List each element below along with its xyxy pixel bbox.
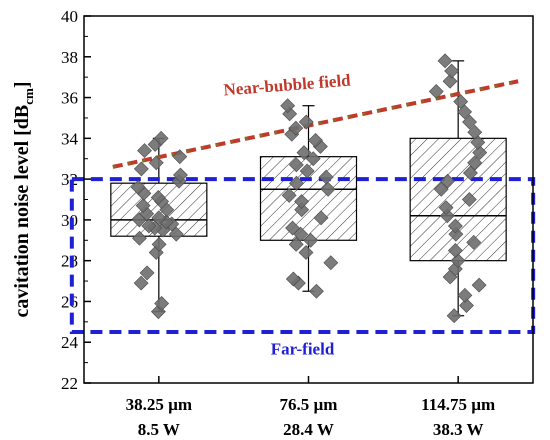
- data-point: [453, 94, 469, 110]
- data-point: [318, 169, 334, 185]
- data-point: [153, 130, 169, 146]
- y-tick-label: 30: [61, 211, 78, 230]
- data-point: [298, 245, 314, 260]
- data-point: [459, 298, 474, 313]
- data-point: [141, 218, 157, 234]
- box-iqr: [409, 137, 507, 262]
- data-point: [296, 145, 312, 161]
- y-tick-label: 34: [61, 129, 79, 148]
- data-point: [294, 194, 310, 209]
- data-point: [281, 187, 297, 203]
- data-point: [323, 255, 339, 271]
- data-point: [440, 173, 456, 189]
- y-tick-label: 40: [61, 7, 78, 26]
- y-tick-label: 24: [61, 333, 79, 352]
- data-point: [139, 265, 155, 281]
- data-point: [294, 202, 310, 218]
- data-point: [308, 132, 323, 148]
- data-point: [446, 308, 462, 324]
- data-point: [466, 234, 482, 250]
- category-label-line1: 38.25 µm: [126, 395, 192, 414]
- data-point: [447, 218, 463, 234]
- data-point: [461, 192, 477, 207]
- category-label-line1: 114.75 µm: [421, 395, 495, 414]
- data-point: [472, 145, 488, 161]
- near-bubble-field-label: Near-bubble field: [223, 71, 352, 100]
- y-tick-label: 28: [61, 252, 78, 271]
- data-point: [135, 198, 151, 214]
- far-field-label: Far-field: [271, 339, 335, 358]
- y-tick-label: 38: [61, 48, 78, 67]
- data-point: [285, 220, 300, 236]
- data-point: [313, 210, 329, 226]
- data-point: [299, 163, 315, 179]
- data-point: [148, 155, 164, 171]
- data-point: [133, 161, 149, 177]
- data-point: [471, 277, 487, 293]
- y-axis-title-prefix: cavitation noise level [dB: [11, 105, 33, 318]
- data-point: [448, 226, 464, 242]
- data-point: [280, 98, 296, 114]
- data-point: [320, 181, 336, 197]
- data-point: [437, 53, 453, 69]
- data-point: [444, 63, 460, 79]
- data-point: [168, 226, 184, 242]
- data-point: [288, 236, 304, 252]
- data-point: [467, 124, 483, 140]
- y-tick-label: 22: [61, 374, 78, 393]
- data-point: [467, 155, 483, 171]
- data-point: [433, 181, 449, 197]
- data-point: [154, 296, 170, 311]
- data-point: [137, 143, 152, 158]
- y-axis-title-suffix: ]: [11, 81, 33, 88]
- data-point: [133, 275, 149, 291]
- data-point: [438, 200, 454, 216]
- y-tick-label: 26: [61, 292, 78, 311]
- data-point: [288, 157, 304, 173]
- category-label-line2: 8.5 W: [138, 420, 180, 439]
- category-label-line2: 38.3 W: [433, 420, 484, 439]
- data-point: [450, 253, 466, 269]
- y-tick-label: 36: [61, 89, 78, 108]
- points-layer: [130, 53, 488, 324]
- data-point: [151, 236, 167, 252]
- category-label-line2: 28.4 W: [283, 420, 334, 439]
- y-axis-title: cavitation noise level [dBcm]: [11, 81, 36, 317]
- data-point: [172, 149, 188, 165]
- data-point: [288, 120, 304, 136]
- data-point: [130, 179, 146, 195]
- data-point: [428, 84, 444, 99]
- data-point: [447, 243, 463, 258]
- data-point: [442, 73, 458, 89]
- data-point: [305, 151, 321, 167]
- data-point: [308, 283, 324, 299]
- data-point: [150, 190, 166, 205]
- data-point: [132, 230, 147, 246]
- data-point: [298, 114, 314, 130]
- data-point: [151, 210, 167, 226]
- x-axis-labels: 38.25 µm 8.5 W 76.5 µm 28.4 W 114.75 µm 38.3 …: [126, 376, 495, 439]
- data-point: [173, 167, 188, 183]
- category-label-line1: 76.5 µm: [280, 395, 338, 414]
- y-axis-title-subscript: cm: [21, 88, 36, 105]
- data-point: [289, 175, 304, 191]
- near-bubble-field-line-accent: [112, 80, 519, 168]
- data-point: [457, 287, 473, 303]
- data-point: [285, 271, 301, 287]
- data-point: [303, 232, 319, 248]
- data-point: [462, 114, 477, 130]
